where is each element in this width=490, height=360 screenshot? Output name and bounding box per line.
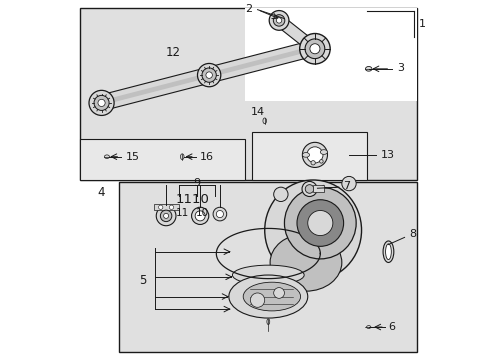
Ellipse shape: [213, 207, 227, 221]
Ellipse shape: [104, 155, 109, 158]
Ellipse shape: [94, 95, 109, 111]
Ellipse shape: [319, 159, 323, 163]
Ellipse shape: [250, 293, 265, 307]
Text: 15: 15: [126, 152, 140, 162]
Ellipse shape: [170, 205, 173, 210]
Ellipse shape: [297, 200, 343, 246]
Text: 16: 16: [200, 152, 214, 162]
Ellipse shape: [197, 63, 221, 87]
Bar: [120, 182, 417, 352]
Ellipse shape: [263, 118, 267, 124]
Bar: [245, 8, 417, 101]
Ellipse shape: [232, 265, 304, 285]
Ellipse shape: [305, 185, 314, 193]
Polygon shape: [99, 40, 318, 111]
Ellipse shape: [311, 161, 315, 165]
Ellipse shape: [383, 241, 394, 262]
Text: 2: 2: [245, 4, 252, 14]
Ellipse shape: [367, 325, 371, 328]
Text: 5: 5: [139, 274, 147, 287]
Ellipse shape: [273, 15, 285, 26]
Text: 11: 11: [175, 208, 189, 218]
Ellipse shape: [320, 150, 327, 154]
Ellipse shape: [386, 244, 392, 260]
Ellipse shape: [270, 234, 342, 291]
Bar: [80, 139, 245, 180]
Text: 10: 10: [196, 208, 209, 218]
Ellipse shape: [156, 206, 176, 226]
Ellipse shape: [310, 44, 320, 54]
Text: 9: 9: [193, 177, 200, 188]
Ellipse shape: [180, 154, 184, 159]
Ellipse shape: [243, 282, 300, 311]
Text: 3: 3: [397, 63, 404, 73]
Ellipse shape: [229, 275, 308, 318]
Ellipse shape: [307, 147, 323, 163]
Ellipse shape: [342, 176, 356, 191]
Bar: [252, 132, 367, 180]
Ellipse shape: [269, 10, 289, 30]
Ellipse shape: [308, 211, 333, 235]
Text: 1110: 1110: [175, 193, 209, 206]
Ellipse shape: [300, 33, 330, 64]
Ellipse shape: [265, 180, 362, 280]
Ellipse shape: [164, 213, 169, 219]
Ellipse shape: [285, 187, 356, 259]
Ellipse shape: [305, 39, 325, 59]
Ellipse shape: [195, 211, 205, 221]
Ellipse shape: [89, 90, 114, 116]
Polygon shape: [101, 45, 318, 105]
Bar: [80, 8, 417, 180]
Bar: [313, 185, 324, 192]
Bar: [153, 204, 179, 211]
Text: 1: 1: [419, 19, 426, 29]
Ellipse shape: [202, 68, 216, 82]
Ellipse shape: [159, 205, 163, 210]
Text: 14: 14: [250, 107, 265, 117]
Text: 8: 8: [409, 229, 416, 239]
Ellipse shape: [302, 153, 310, 157]
Ellipse shape: [302, 181, 317, 197]
Text: 4: 4: [97, 186, 104, 199]
Ellipse shape: [366, 67, 372, 71]
Ellipse shape: [192, 207, 209, 225]
Ellipse shape: [160, 210, 172, 222]
Ellipse shape: [98, 99, 105, 107]
Text: 13: 13: [381, 150, 394, 160]
Ellipse shape: [274, 288, 285, 298]
Text: 6: 6: [389, 322, 395, 332]
Text: 7: 7: [343, 181, 350, 191]
Ellipse shape: [216, 211, 223, 218]
Ellipse shape: [274, 187, 288, 202]
Ellipse shape: [267, 319, 270, 324]
Text: 12: 12: [166, 46, 181, 59]
Polygon shape: [275, 16, 319, 53]
Ellipse shape: [302, 142, 327, 167]
Ellipse shape: [276, 18, 282, 23]
Ellipse shape: [206, 72, 212, 78]
